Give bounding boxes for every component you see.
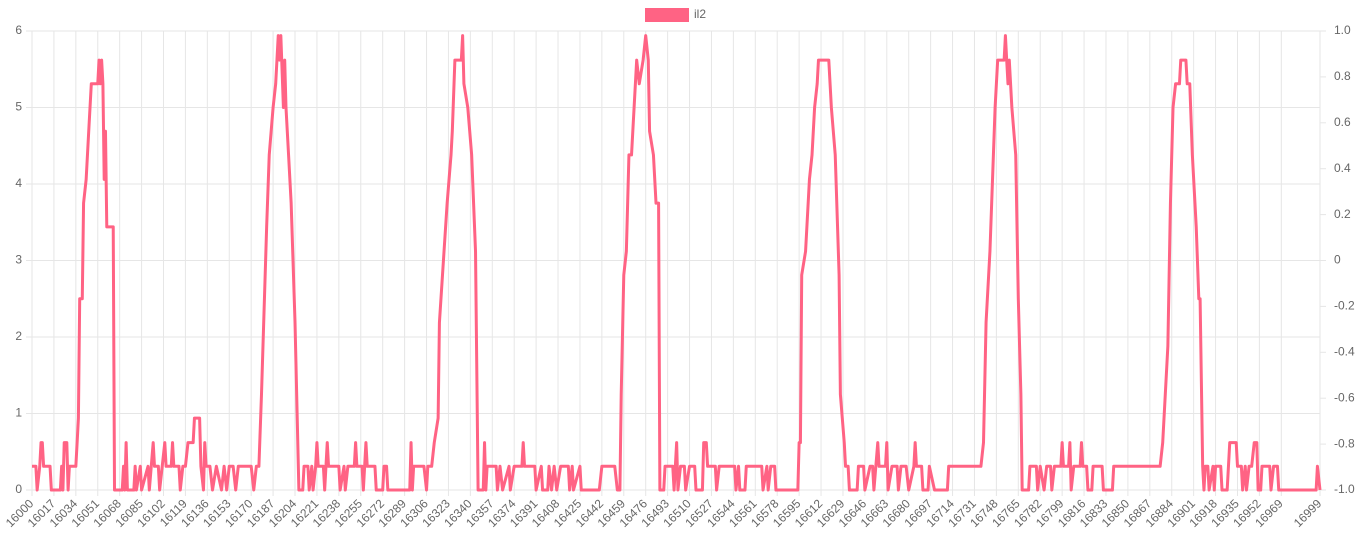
y2-tick-label: 0.6 <box>1334 115 1351 129</box>
y-tick-label: 3 <box>15 253 22 267</box>
y-tick-label: 4 <box>15 176 22 190</box>
x-tick-label: 16999 <box>1291 496 1325 530</box>
y2-tick-label: -0.2 <box>1334 299 1355 313</box>
y-tick-label: 6 <box>15 23 22 37</box>
y-tick-label: 0 <box>15 482 22 496</box>
data-line <box>32 34 1322 492</box>
legend-label: il2 <box>694 7 706 21</box>
y2-tick-label: 0 <box>1334 253 1341 267</box>
y2-tick-label: 0.2 <box>1334 207 1351 221</box>
legend-swatch <box>645 8 689 22</box>
y-tick-label: 1 <box>15 406 22 420</box>
y-tick-label: 2 <box>15 329 22 343</box>
y2-tick-label: -0.4 <box>1334 344 1355 358</box>
y-tick-label: 5 <box>15 100 22 114</box>
y2-tick-label: -0.6 <box>1334 390 1355 404</box>
y2-tick-label: -1.0 <box>1334 482 1355 496</box>
y2-tick-label: 0.4 <box>1334 161 1351 175</box>
y2-tick-label: -0.8 <box>1334 436 1355 450</box>
y2-tick-label: 0.8 <box>1334 69 1351 83</box>
y2-tick-label: 1.0 <box>1334 23 1351 37</box>
